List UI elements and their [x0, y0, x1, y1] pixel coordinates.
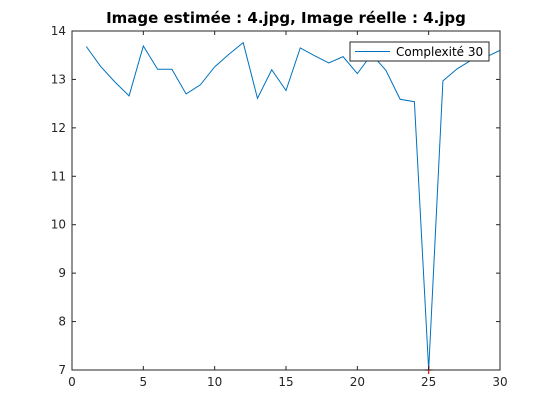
x-tick-label: 20: [350, 375, 365, 389]
y-tick-label: 12: [51, 121, 66, 135]
y-tick-label: 11: [51, 169, 66, 183]
y-tick-label: 13: [51, 72, 66, 86]
legend-box: [349, 41, 490, 62]
y-tick-label: 8: [58, 315, 66, 329]
y-tick-label: 10: [51, 218, 66, 232]
y-tick-label: 7: [58, 363, 66, 377]
series-line-0: [85, 41, 501, 371]
plot-area: [72, 31, 500, 370]
x-tick-label: 10: [207, 375, 222, 389]
legend: Complexité 30: [349, 41, 490, 62]
y-tick-label: 14: [51, 24, 66, 38]
axes: 0 5 10 15 20 25 30 7 8 9 10 11 12 13 14: [51, 24, 508, 389]
x-tick-label: 5: [140, 375, 148, 389]
chart-title: Image estimée : 4.jpg, Image réelle : 4.…: [106, 9, 466, 27]
x-tick-label: 15: [278, 375, 293, 389]
legend-entry-label: Complexité 30: [396, 45, 483, 59]
x-tick-label: 30: [492, 375, 507, 389]
x-tick-label: 25: [421, 375, 436, 389]
x-tick-label: 0: [68, 375, 76, 389]
y-tick-label: 9: [58, 266, 66, 280]
